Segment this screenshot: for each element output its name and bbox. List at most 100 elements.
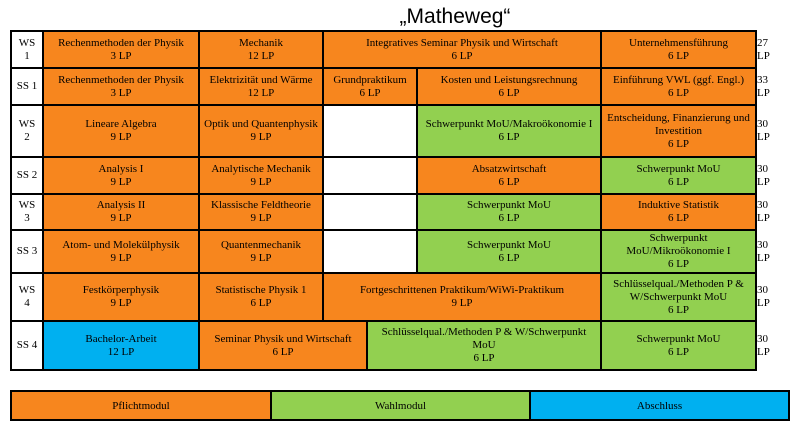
module-cell: Einführung VWL (ggf. Engl.) 6 LP [600, 67, 757, 106]
module-cell: Rechenmethoden der Physik 3 LP [42, 67, 200, 106]
module-credits: 12 LP [107, 345, 135, 358]
module-cell: Rechenmethoden der Physik 3 LP [42, 30, 200, 69]
module-cell: Elektrizität und Wärme 12 LP [198, 67, 324, 106]
module-name: Entscheidung, Finanzierung und Investiti… [607, 111, 750, 137]
module-cell: Schwerpunkt MoU 6 LP [416, 193, 602, 231]
semester-name: SS 4 [16, 339, 38, 351]
legend-item: Abschluss [529, 390, 790, 421]
module-name: Analysis I [98, 162, 144, 175]
legend-item: Wahlmodul [270, 390, 531, 421]
module-name: Lineare Algebra [85, 118, 157, 130]
module-credits: 6 LP [451, 49, 473, 62]
semester-total-credits: 33 LP [757, 73, 770, 99]
empty-slot [322, 229, 418, 274]
module-credits: 9 LP [250, 251, 272, 264]
module-name: Schlüsselqual./Methoden P & W/Schwerpunk… [613, 277, 744, 303]
semester-total-credits: 30 LP [757, 284, 770, 309]
module-name: Schwerpunkt MoU [636, 332, 721, 345]
module-credits: 6 LP [359, 86, 381, 99]
module-name: Rechenmethoden der Physik [58, 36, 184, 49]
semester-label: WS 1 [10, 30, 44, 69]
module-credits: 9 LP [110, 251, 132, 264]
semester-label: SS 3 [10, 229, 44, 274]
module-credits: 3 LP [110, 86, 132, 99]
module-cell: Mechanik 12 LP [198, 30, 324, 69]
module-name: Klassische Feldtheorie [211, 199, 311, 211]
module-cell: Schwerpunkt MoU 6 LP [600, 320, 757, 371]
module-credits: 9 LP [110, 297, 132, 309]
legend-label: Wahlmodul [374, 399, 427, 412]
module-credits: 6 LP [498, 175, 520, 188]
module-credits: 3 LP [110, 49, 132, 62]
module-name: Schwerpunkt MoU [636, 162, 721, 175]
module-cell: Optik und Quantenphysik 9 LP [198, 104, 324, 158]
module-name: Grundpraktikum [333, 73, 407, 86]
legend-item: Pflichtmodul [10, 390, 272, 421]
module-name: Induktive Statistik [638, 199, 719, 211]
semester-name: WS 1 [18, 36, 36, 62]
module-credits: 6 LP [667, 258, 690, 270]
module-credits: 9 LP [250, 175, 272, 188]
module-cell: Absatzwirtschaft 6 LP [416, 156, 602, 195]
semester-name: WS 4 [18, 284, 36, 309]
module-cell: Schlüsselqual./Methoden P & W/Schwerpunk… [366, 320, 602, 371]
module-cell: Quantenmechanik 9 LP [198, 229, 324, 274]
module-name: Schwerpunkt MoU/Mikroökonomie I [626, 232, 731, 257]
module-cell: Unternehmensführung 6 LP [600, 30, 757, 69]
module-credits: 6 LP [498, 251, 520, 264]
module-cell: Analysis II 9 LP [42, 193, 200, 231]
module-name: Festkörperphysik [82, 284, 160, 296]
module-cell: Lineare Algebra 9 LP [42, 104, 200, 158]
module-name: Schwerpunkt MoU [466, 238, 552, 251]
module-name: Schwerpunkt MoU/Makroökonomie I [425, 118, 593, 130]
semester-name: SS 1 [16, 80, 38, 92]
module-name: Einführung VWL (ggf. Engl.) [612, 73, 745, 86]
module-credits: 9 LP [110, 131, 132, 143]
module-credits: 12 LP [247, 86, 275, 99]
semester-total-credits: 30 LP [757, 238, 770, 264]
module-name: Schwerpunkt MoU [466, 199, 552, 211]
semester-total-credits: 30 LP [757, 118, 770, 143]
semester-label: SS 4 [10, 320, 44, 371]
module-credits: 6 LP [667, 86, 690, 99]
module-name: Analytische Mechanik [211, 162, 311, 175]
module-name: Schlüsselqual./Methoden P & W/Schwerpunk… [381, 326, 587, 351]
module-cell: Bachelor-Arbeit 12 LP [42, 320, 200, 371]
module-credits: 9 LP [110, 175, 132, 188]
module-name: Atom- und Molekülphysik [62, 238, 180, 251]
semester-name: WS 3 [18, 199, 36, 224]
module-credits: 6 LP [667, 49, 690, 62]
module-credits: 9 LP [451, 297, 473, 309]
module-credits: 6 LP [667, 137, 690, 150]
semester-label: WS 3 [10, 193, 44, 231]
semester-name: SS 3 [16, 245, 38, 257]
semester-name: SS 2 [16, 169, 38, 181]
module-credits: 9 LP [250, 212, 272, 224]
module-cell: Grundpraktikum 6 LP [322, 67, 418, 106]
module-cell: Entscheidung, Finanzierung und Investiti… [600, 104, 757, 158]
module-credits: 6 LP [667, 303, 690, 316]
module-cell: Klassische Feldtheorie 9 LP [198, 193, 324, 231]
module-credits: 6 LP [498, 131, 520, 143]
semester-total-credits: 27 LP [757, 36, 770, 62]
module-cell: Analytische Mechanik 9 LP [198, 156, 324, 195]
module-name: Optik und Quantenphysik [204, 118, 318, 130]
semester-label: SS 1 [10, 67, 44, 106]
module-credits: 12 LP [247, 49, 275, 62]
semester-label: WS 2 [10, 104, 44, 158]
module-cell: Schlüsselqual./Methoden P & W/Schwerpunk… [600, 272, 757, 322]
module-cell: Schwerpunkt MoU 6 LP [600, 156, 757, 195]
module-cell: Integratives Seminar Physik und Wirtscha… [322, 30, 602, 69]
module-credits: 6 LP [667, 212, 690, 224]
module-credits: 6 LP [473, 352, 495, 364]
diagram-title: „Matheweg“ [399, 5, 511, 28]
semester-label: WS 4 [10, 272, 44, 322]
module-cell: Kosten und Leistungsrechnung 6 LP [416, 67, 602, 106]
module-cell: Fortgeschrittenen Praktikum/WiWi-Praktik… [322, 272, 602, 322]
module-name: Rechenmethoden der Physik [58, 73, 184, 86]
module-name: Integratives Seminar Physik und Wirtscha… [366, 36, 558, 49]
module-name: Analysis II [96, 199, 146, 211]
